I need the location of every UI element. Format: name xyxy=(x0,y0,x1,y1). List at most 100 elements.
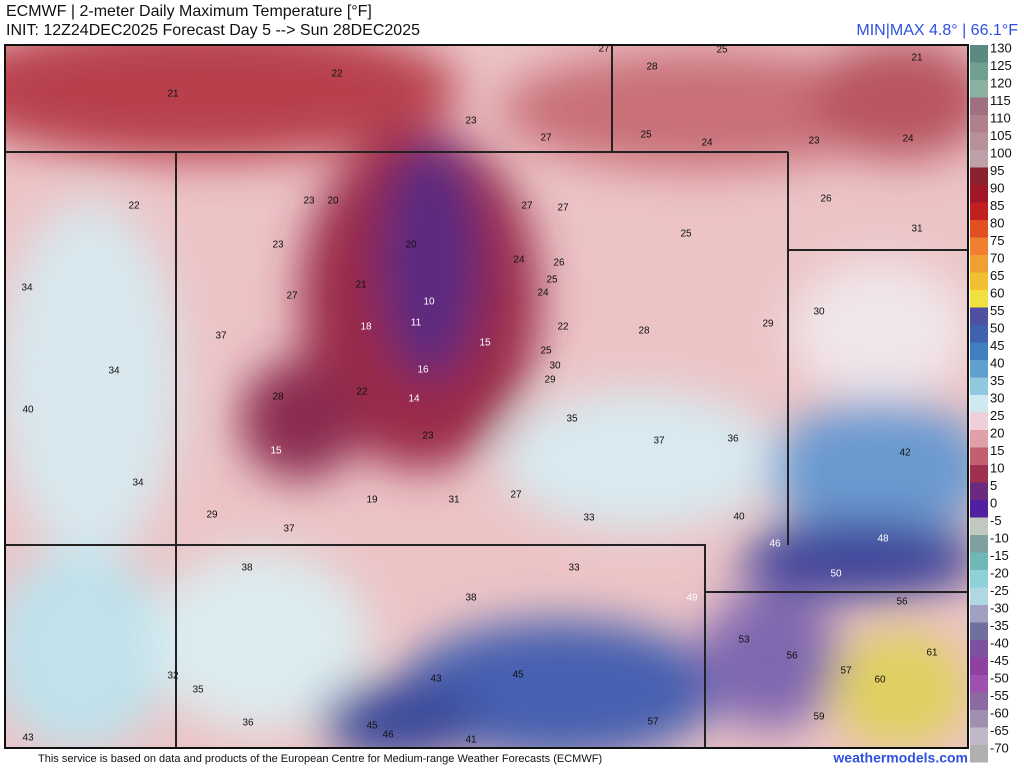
station-value: 40 xyxy=(733,512,745,523)
station-value: 25 xyxy=(680,229,692,240)
station-value: 22 xyxy=(331,69,343,80)
station-value: 25 xyxy=(716,45,728,56)
colorbar-cell xyxy=(970,220,988,238)
station-value: 61 xyxy=(926,648,938,659)
colorbar-label: 50 xyxy=(990,320,1004,335)
colorbar-cell xyxy=(970,80,988,98)
colorbar-cell xyxy=(970,202,988,220)
station-value: 21 xyxy=(355,280,367,291)
colorbar-cell xyxy=(970,395,988,413)
colorbar-label: 125 xyxy=(990,58,1012,73)
station-value: 45 xyxy=(512,670,524,681)
colorbar-cell xyxy=(970,622,988,640)
colorbar-label: -45 xyxy=(990,653,1009,668)
credit: This service is based on data and produc… xyxy=(38,753,602,765)
colorbar-label: 100 xyxy=(990,145,1012,160)
station-value: 22 xyxy=(128,201,140,212)
colorbar-label: 10 xyxy=(990,460,1004,475)
colorbar-cell xyxy=(970,272,988,290)
station-value: 22 xyxy=(356,387,368,398)
station-value: 37 xyxy=(653,436,665,447)
station-value: 37 xyxy=(283,524,295,535)
colorbar-label: 75 xyxy=(990,233,1004,248)
colorbar-cell xyxy=(970,342,988,360)
colorbar-cell xyxy=(970,115,988,133)
station-value: 35 xyxy=(192,685,204,696)
colorbar-cell xyxy=(970,710,988,728)
station-value: 29 xyxy=(206,510,218,521)
station-value: 23 xyxy=(808,136,820,147)
colorbar-cell xyxy=(970,97,988,115)
station-value: 34 xyxy=(21,283,33,294)
colorbar-cell xyxy=(970,745,988,763)
colorbar-cell xyxy=(970,570,988,588)
station-value: 18 xyxy=(360,322,372,333)
station-value: 23 xyxy=(465,116,477,127)
station-value: 46 xyxy=(769,539,781,550)
colorbar-cell xyxy=(970,640,988,658)
station-value: 43 xyxy=(22,733,34,744)
colorbar-label: -30 xyxy=(990,600,1009,615)
station-value: 49 xyxy=(686,593,698,604)
colorbar-cell xyxy=(970,255,988,273)
colorbar-label: 55 xyxy=(990,303,1004,318)
station-value: 60 xyxy=(874,675,886,686)
station-value: 29 xyxy=(762,319,774,330)
station-value: 24 xyxy=(701,138,713,149)
colorbar-cell xyxy=(970,325,988,343)
station-value: 42 xyxy=(899,448,911,459)
station-value: 35 xyxy=(566,414,578,425)
colorbar-label: 20 xyxy=(990,425,1004,440)
colorbar-cell xyxy=(970,185,988,203)
station-value: 33 xyxy=(568,563,580,574)
station-value: 41 xyxy=(465,735,477,746)
station-value: 33 xyxy=(583,513,595,524)
station-value: 29 xyxy=(544,375,556,386)
station-value: 45 xyxy=(366,721,378,732)
colorbar-cell xyxy=(970,517,988,535)
colorbar-label: 110 xyxy=(990,110,1011,125)
station-value: 15 xyxy=(479,338,491,349)
colorbar-cell xyxy=(970,465,988,483)
station-value: 19 xyxy=(366,495,378,506)
station-value: 24 xyxy=(513,255,525,266)
station-value: 36 xyxy=(242,718,254,729)
colorbar-label: 120 xyxy=(990,75,1012,90)
colorbar-cell xyxy=(970,377,988,395)
station-value: 30 xyxy=(813,307,825,318)
station-value: 14 xyxy=(408,394,420,405)
colorbar-label: -15 xyxy=(990,548,1009,563)
station-value: 15 xyxy=(270,446,282,457)
station-value: 37 xyxy=(215,331,227,342)
station-value: 56 xyxy=(896,597,908,608)
colorbar-label: 115 xyxy=(990,93,1011,108)
colorbar-cell xyxy=(970,552,988,570)
station-value: 20 xyxy=(327,196,339,207)
station-value: 21 xyxy=(911,53,923,64)
station-value: 57 xyxy=(840,666,852,677)
colorbar-label: 90 xyxy=(990,180,1004,195)
station-value: 23 xyxy=(272,240,284,251)
station-value: 24 xyxy=(537,288,549,299)
colorbar-cell xyxy=(970,412,988,430)
station-value: 27 xyxy=(540,133,552,144)
station-value: 38 xyxy=(241,563,253,574)
station-value: 27 xyxy=(510,490,522,501)
colorbar-cell xyxy=(970,535,988,553)
colorbar-label: -50 xyxy=(990,670,1009,685)
station-value: 22 xyxy=(557,322,569,333)
colorbar-cell xyxy=(970,587,988,605)
station-value: 30 xyxy=(549,361,561,372)
station-value: 25 xyxy=(640,130,652,141)
subtitle: INIT: 12Z24DEC2025 Forecast Day 5 --> Su… xyxy=(6,22,420,39)
station-value: 32 xyxy=(167,671,179,682)
station-value: 53 xyxy=(738,635,750,646)
station-value: 27 xyxy=(286,291,298,302)
station-value: 27 xyxy=(598,44,610,55)
site: weathermodels.com xyxy=(832,750,968,766)
station-value: 43 xyxy=(430,674,442,685)
colorbar-cell xyxy=(970,692,988,710)
colorbar-label: -40 xyxy=(990,635,1009,650)
station-value: 31 xyxy=(911,224,923,235)
